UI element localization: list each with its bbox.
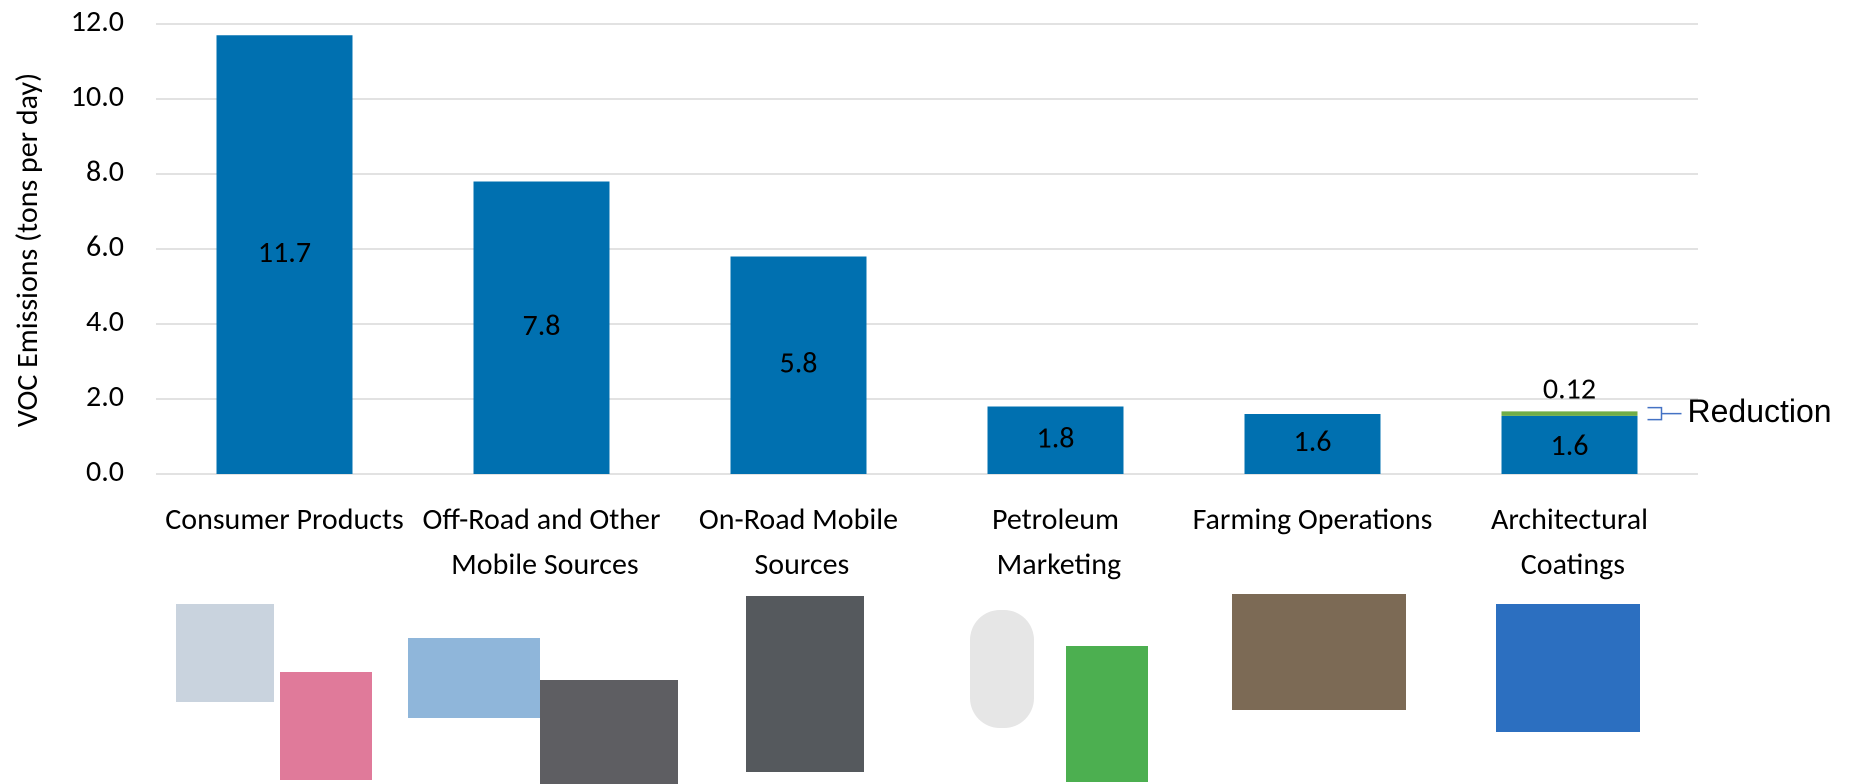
y-tick-label: 2.0 <box>86 378 124 415</box>
value-label: 1.6 <box>1551 427 1589 464</box>
x-tick-label: Architectural Coatings <box>1491 501 1648 583</box>
value-label: 5.8 <box>780 344 818 381</box>
bar-segment <box>1502 411 1638 416</box>
photos <box>176 594 1640 784</box>
x-tick-label: On-Road Mobile Sources <box>699 501 898 583</box>
photo <box>1066 646 1148 782</box>
photo <box>1496 604 1640 732</box>
y-tick-label: 10.0 <box>71 78 124 115</box>
value-label: 7.8 <box>523 307 561 344</box>
chart: VOC Emissions (tons per day) 0.0 2.0 4.0 6.… <box>0 0 1873 784</box>
photo <box>746 596 864 772</box>
y-tick-label: 4.0 <box>86 303 124 340</box>
photo <box>970 610 1034 728</box>
y-tick-label: 6.0 <box>86 228 124 265</box>
x-tick-label: Consumer Products <box>165 501 404 538</box>
y-axis-label: VOC Emissions (tons per day) <box>9 73 46 427</box>
series-label: Reduction <box>1688 393 1832 429</box>
value-label: 0.12 <box>1543 371 1596 408</box>
value-label: 1.6 <box>1294 423 1332 460</box>
value-label: 1.8 <box>1037 419 1075 456</box>
photo <box>408 638 540 718</box>
y-tick-label: 0.0 <box>86 453 124 490</box>
x-tick-label: Petroleum Marketing <box>990 501 1121 583</box>
value-label: 11.7 <box>258 234 311 271</box>
x-tick-label: Off-Road and Other Mobile Sources <box>423 501 661 583</box>
y-tick-label: 12.0 <box>71 3 124 40</box>
photo <box>1232 594 1406 710</box>
photo <box>176 604 274 702</box>
x-tick-label: Farming Operations <box>1193 501 1433 538</box>
photo <box>540 680 678 784</box>
annotation-bracket <box>1648 408 1682 420</box>
y-tick-label: 8.0 <box>86 153 124 190</box>
photo <box>280 672 372 780</box>
